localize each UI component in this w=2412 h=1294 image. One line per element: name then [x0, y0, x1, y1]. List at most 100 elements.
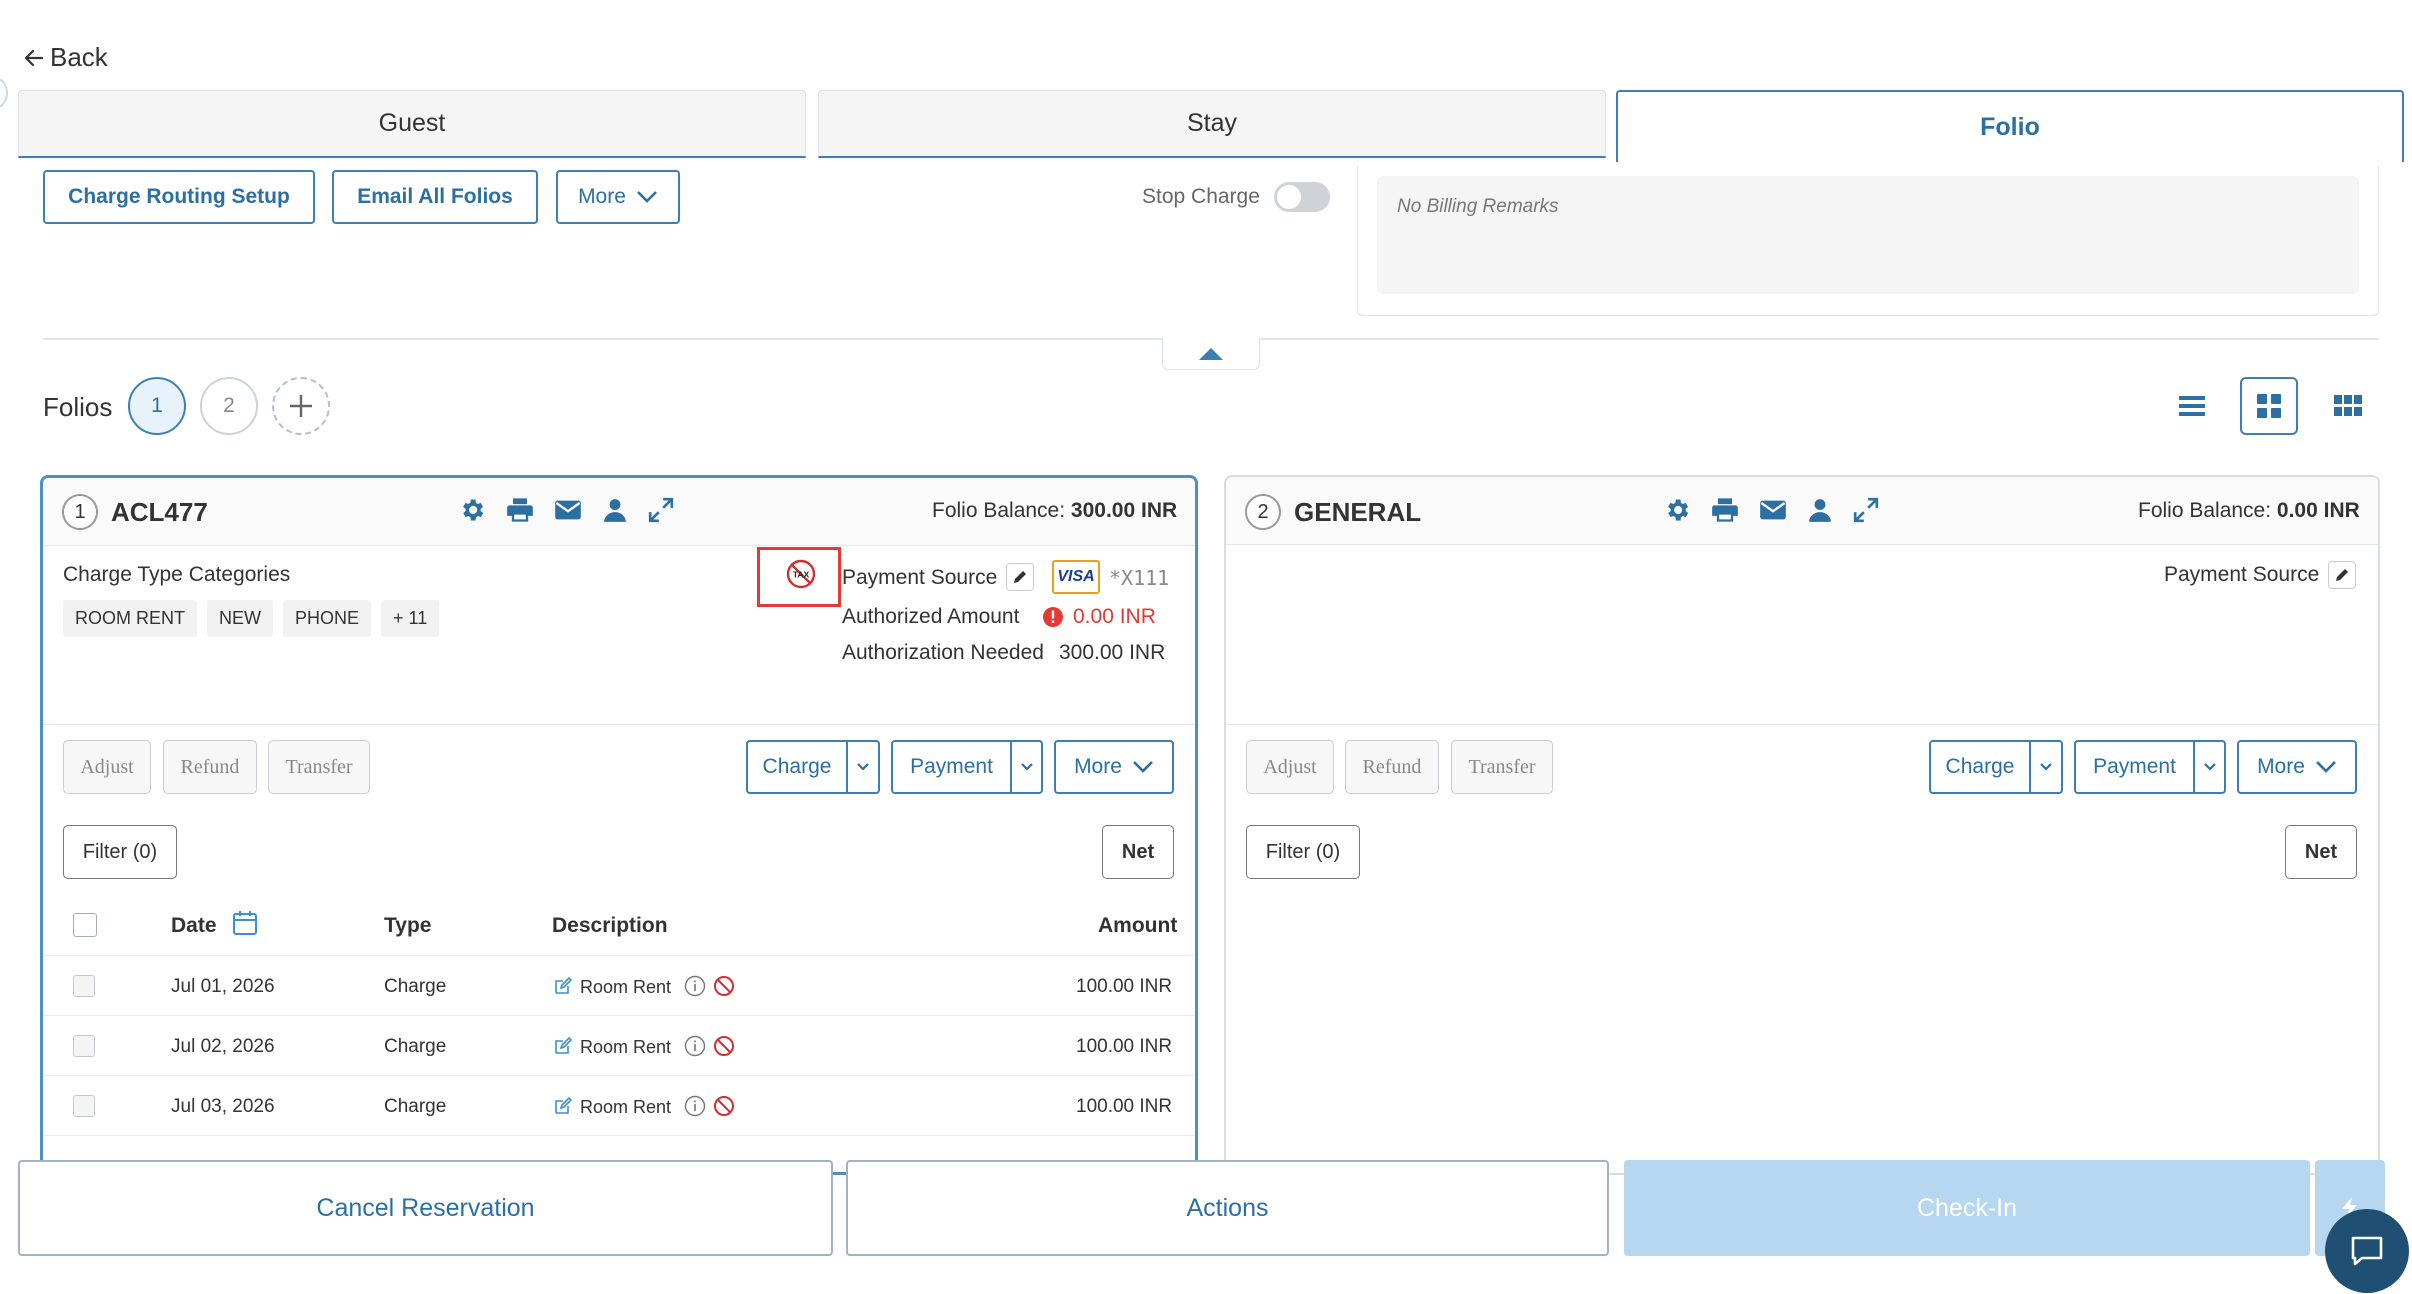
folio-2-more-label: More	[2257, 755, 2305, 778]
folio-tab-2[interactable]: 2	[200, 377, 258, 435]
folio-1-header-icons	[458, 496, 674, 524]
folio-1-more-label: More	[1074, 755, 1122, 778]
edit-icon[interactable]	[553, 976, 573, 996]
charge-dropdown-button[interactable]	[2029, 740, 2063, 794]
email-all-label: Email All Folios	[357, 185, 513, 208]
email-icon[interactable]	[554, 498, 582, 522]
more-categories-chip[interactable]: + 11	[381, 600, 440, 637]
gear-icon[interactable]	[1663, 496, 1691, 524]
stop-charge-toggle[interactable]	[1273, 182, 1330, 212]
grid-view-button[interactable]	[2240, 377, 2298, 435]
info-icon[interactable]	[684, 975, 706, 997]
payment-button[interactable]: Payment	[891, 740, 1012, 794]
folio-2-number: 2	[1245, 494, 1281, 530]
tab-folio[interactable]: Folio	[1616, 90, 2404, 162]
no-tax-icon	[713, 1035, 735, 1057]
category-chip[interactable]: NEW	[207, 600, 273, 637]
filter-button[interactable]: Filter (0)	[1246, 825, 1360, 879]
tab-stay[interactable]: Stay	[818, 90, 1606, 158]
tab-guest[interactable]: Guest	[18, 90, 806, 158]
user-icon[interactable]	[602, 497, 628, 523]
transfer-button[interactable]: Transfer	[268, 740, 370, 794]
chat-launcher-button[interactable]	[2325, 1209, 2409, 1293]
email-icon[interactable]	[1759, 498, 1787, 522]
category-chip[interactable]: ROOM RENT	[63, 600, 197, 637]
column-header-amount: Amount	[1098, 914, 1178, 937]
card-masked-number: *X111	[1109, 566, 1170, 590]
select-all-checkbox[interactable]	[73, 913, 97, 937]
expand-icon[interactable]	[648, 497, 674, 523]
filter-button[interactable]: Filter (0)	[63, 825, 177, 879]
gear-icon[interactable]	[458, 496, 486, 524]
billing-remarks-field[interactable]: No Billing Remarks	[1377, 176, 2359, 294]
user-icon[interactable]	[1807, 497, 1833, 523]
alert-icon	[1042, 606, 1064, 628]
payment-dropdown-button[interactable]	[2193, 740, 2226, 794]
transfer-button[interactable]: Transfer	[1451, 740, 1553, 794]
column-header-date[interactable]: Date	[171, 914, 217, 937]
row-checkbox[interactable]	[73, 975, 95, 997]
folio-2-name: GENERAL	[1294, 497, 1422, 527]
row-description[interactable]: Room Rent	[580, 977, 672, 997]
add-folio-button[interactable]	[272, 377, 330, 435]
tab-stay-label: Stay	[1186, 109, 1238, 137]
folio-1-more-button[interactable]: More	[1054, 740, 1174, 794]
adjust-button[interactable]: Adjust	[63, 740, 151, 794]
folio-2-divider	[1226, 724, 2378, 725]
chevron-down-icon	[1020, 762, 1034, 772]
folio-1-balance: Folio Balance: 300.00 INR	[932, 499, 1177, 523]
actions-button[interactable]: Actions	[846, 1160, 1609, 1256]
edit-icon[interactable]	[553, 1036, 573, 1056]
list-view-button[interactable]	[2163, 377, 2221, 435]
net-toggle-button[interactable]: Net	[2285, 825, 2357, 879]
row-description[interactable]: Room Rent	[580, 1097, 672, 1117]
adjust-button[interactable]: Adjust	[1246, 740, 1334, 794]
category-chip[interactable]: PHONE	[283, 600, 372, 637]
check-in-button[interactable]: Check-In	[1624, 1160, 2310, 1256]
collapse-toggle[interactable]	[1162, 338, 1260, 370]
authorization-needed-value: 300.00 INR	[1059, 641, 1166, 664]
no-tax-icon	[713, 975, 735, 997]
expand-icon[interactable]	[1853, 497, 1879, 523]
net-toggle-button[interactable]: Net	[1102, 825, 1174, 879]
plus-icon	[287, 392, 315, 420]
calendar-icon[interactable]	[232, 910, 258, 936]
back-link[interactable]: Back	[22, 42, 108, 73]
row-description[interactable]: Room Rent	[580, 1037, 672, 1057]
row-checkbox[interactable]	[73, 1095, 95, 1117]
row-type: Charge	[384, 1096, 447, 1117]
folio-2-edit-payment-source-button[interactable]	[2328, 561, 2356, 589]
refund-button[interactable]: Refund	[1345, 740, 1439, 794]
email-all-folios-button[interactable]: Email All Folios	[332, 170, 538, 224]
stop-charge-label: Stop Charge	[1142, 185, 1260, 208]
edit-icon[interactable]	[553, 1096, 573, 1116]
row-type: Charge	[384, 1036, 447, 1057]
folio-1-balance-label: Folio Balance:	[932, 499, 1066, 522]
folio-tab-1[interactable]: 1	[128, 377, 186, 435]
info-icon[interactable]	[684, 1095, 706, 1117]
payment-button[interactable]: Payment	[2074, 740, 2195, 794]
refund-button[interactable]: Refund	[163, 740, 257, 794]
no-tax-icon[interactable]: TAX	[785, 558, 817, 590]
table-divider	[43, 1075, 1195, 1076]
print-icon[interactable]	[506, 496, 534, 524]
charge-routing-setup-button[interactable]: Charge Routing Setup	[43, 170, 315, 224]
row-checkbox[interactable]	[73, 1035, 95, 1057]
payment-dropdown-button[interactable]	[1010, 740, 1043, 794]
folio-1-number: 1	[62, 494, 98, 530]
more-menu-button[interactable]: More	[556, 170, 680, 224]
charge-dropdown-button[interactable]	[846, 740, 880, 794]
authorization-needed-label: Authorization Needed	[842, 641, 1044, 664]
folio-2-more-button[interactable]: More	[2237, 740, 2357, 794]
cancel-reservation-button[interactable]: Cancel Reservation	[18, 1160, 833, 1256]
list-icon	[2179, 395, 2205, 417]
svg-text:TAX: TAX	[793, 570, 810, 580]
edit-payment-source-button[interactable]	[1006, 563, 1034, 591]
charge-button[interactable]: Charge	[1929, 740, 2031, 794]
print-icon[interactable]	[1711, 496, 1739, 524]
pencil-icon	[2334, 567, 2350, 583]
grid-3-view-button[interactable]	[2319, 377, 2377, 435]
side-handle[interactable]	[0, 78, 8, 108]
info-icon[interactable]	[684, 1035, 706, 1057]
charge-button[interactable]: Charge	[746, 740, 848, 794]
